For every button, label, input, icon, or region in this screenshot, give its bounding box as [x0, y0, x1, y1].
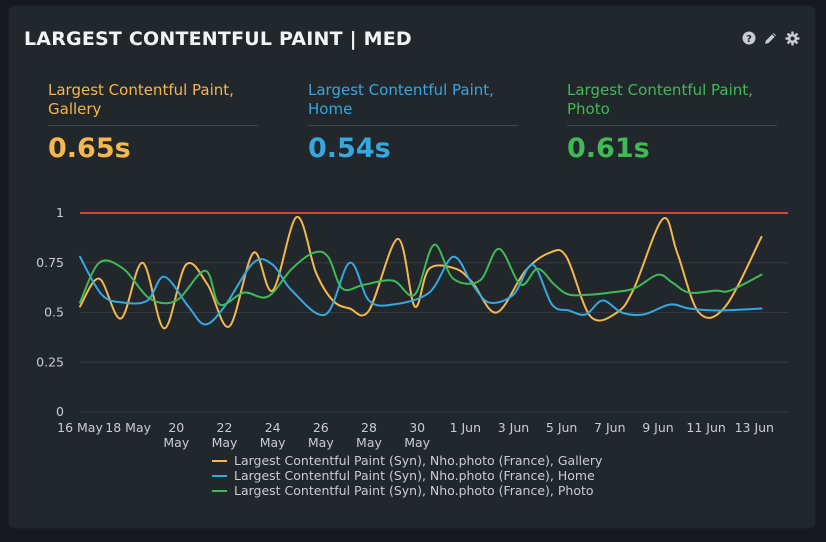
legend-swatch — [212, 459, 227, 462]
x-tick-label: May — [163, 435, 189, 450]
x-tick-label: May — [260, 435, 286, 450]
x-tick-label: 28 — [361, 420, 377, 435]
stat-value: 0.65s — [48, 133, 131, 164]
x-tick-label: 5 Jun — [546, 420, 577, 435]
x-tick-label: 3 Jun — [498, 420, 529, 435]
y-tick-label: 1 — [56, 205, 64, 220]
chart-panel — [9, 6, 815, 528]
legend-label: Largest Contentful Paint (Syn), Nho.phot… — [234, 483, 594, 498]
legend-swatch — [212, 474, 227, 477]
panel-title: LARGEST CONTENTFUL PAINT | MED — [24, 28, 412, 50]
svg-text:?: ? — [746, 34, 752, 45]
x-tick-label: 30 — [409, 420, 425, 435]
x-tick-label: 22 — [217, 420, 233, 435]
stat-gallery: Largest Contentful Paint, Gallery 0.65s — [48, 81, 258, 164]
y-tick-label: 0 — [56, 404, 64, 419]
series-line-1 — [79, 255, 763, 326]
x-tick-label: 20 — [168, 420, 184, 435]
stat-label: Largest Contentful Paint, Gallery — [48, 81, 258, 126]
x-tick-label: 18 May — [105, 420, 151, 435]
edit-icon[interactable] — [763, 31, 778, 46]
legend-item-home[interactable]: Largest Contentful Paint (Syn), Nho.phot… — [212, 468, 602, 483]
legend-item-gallery[interactable]: Largest Contentful Paint (Syn), Nho.phot… — [212, 453, 602, 468]
legend-swatch — [212, 489, 227, 492]
legend-label: Largest Contentful Paint (Syn), Nho.phot… — [234, 453, 603, 468]
chart-legend: Largest Contentful Paint (Syn), Nho.phot… — [212, 453, 602, 498]
x-tick-label: 24 — [265, 420, 281, 435]
y-tick-label: 0.25 — [36, 354, 64, 369]
x-tick-label: 26 — [313, 420, 329, 435]
x-tick-label: 9 Jun — [642, 420, 673, 435]
x-tick-label: 7 Jun — [594, 420, 625, 435]
series-line-2 — [79, 243, 763, 307]
gear-icon[interactable] — [785, 31, 800, 46]
stat-value: 0.54s — [308, 133, 391, 164]
stat-photo: Largest Contentful Paint, Photo 0.61s — [567, 81, 777, 164]
y-tick-label: 0.5 — [44, 305, 64, 320]
stat-value: 0.61s — [567, 133, 650, 164]
series-line-0 — [79, 215, 763, 330]
x-tick-label: 16 May — [57, 420, 103, 435]
x-tick-label: 1 Jun — [450, 420, 481, 435]
help-icon[interactable]: ? — [742, 31, 756, 46]
panel-toolbar: ? — [742, 31, 800, 46]
stat-label: Largest Contentful Paint, Home — [308, 81, 518, 126]
legend-label: Largest Contentful Paint (Syn), Nho.phot… — [234, 468, 595, 483]
stat-label: Largest Contentful Paint, Photo — [567, 81, 777, 126]
x-tick-label: 11 Jun — [686, 420, 725, 435]
x-tick-label: 13 Jun — [735, 420, 774, 435]
x-tick-label: May — [356, 435, 382, 450]
stat-home: Largest Contentful Paint, Home 0.54s — [308, 81, 518, 164]
y-tick-label: 0.75 — [36, 255, 64, 270]
x-tick-label: May — [404, 435, 430, 450]
x-tick-label: May — [212, 435, 238, 450]
x-tick-label: May — [308, 435, 334, 450]
legend-item-photo[interactable]: Largest Contentful Paint (Syn), Nho.phot… — [212, 483, 602, 498]
